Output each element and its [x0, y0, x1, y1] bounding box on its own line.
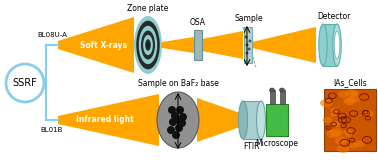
Polygon shape	[162, 37, 194, 53]
Ellipse shape	[145, 39, 151, 51]
Bar	[194, 30, 202, 60]
Bar	[244, 27, 252, 63]
Ellipse shape	[245, 36, 248, 38]
Ellipse shape	[338, 91, 349, 98]
Polygon shape	[58, 94, 159, 146]
Bar	[270, 90, 274, 104]
Circle shape	[179, 113, 187, 121]
Ellipse shape	[245, 44, 248, 46]
Text: Infrared light: Infrared light	[76, 116, 134, 125]
Text: Sample on BaF₂ base: Sample on BaF₂ base	[138, 79, 218, 88]
Ellipse shape	[333, 121, 343, 127]
Ellipse shape	[239, 101, 248, 139]
Bar	[266, 104, 288, 136]
Bar	[279, 90, 285, 104]
Text: Zone plate: Zone plate	[127, 4, 169, 13]
Ellipse shape	[326, 130, 340, 138]
Ellipse shape	[139, 26, 157, 64]
Ellipse shape	[331, 108, 339, 113]
Ellipse shape	[257, 101, 265, 139]
Circle shape	[169, 118, 177, 126]
Ellipse shape	[345, 97, 354, 103]
Text: Microscope: Microscope	[256, 139, 299, 148]
Ellipse shape	[349, 143, 358, 149]
Ellipse shape	[319, 24, 327, 66]
Ellipse shape	[345, 89, 358, 97]
Ellipse shape	[335, 137, 347, 145]
Polygon shape	[197, 98, 243, 142]
Circle shape	[167, 126, 175, 134]
Text: Soft X-rays: Soft X-rays	[80, 40, 127, 50]
Circle shape	[174, 116, 182, 124]
Ellipse shape	[330, 113, 337, 117]
Ellipse shape	[333, 24, 341, 66]
Text: FTIR: FTIR	[244, 142, 260, 151]
Text: BL08U-A: BL08U-A	[37, 32, 67, 38]
Bar	[324, 89, 376, 151]
Ellipse shape	[363, 111, 373, 117]
Ellipse shape	[355, 141, 366, 147]
Ellipse shape	[322, 117, 333, 123]
Ellipse shape	[270, 88, 274, 92]
Ellipse shape	[330, 128, 343, 136]
Text: Sample: Sample	[235, 14, 263, 23]
Text: IAs_Cells: IAs_Cells	[333, 78, 367, 87]
Ellipse shape	[345, 133, 352, 137]
Circle shape	[176, 106, 184, 114]
Ellipse shape	[344, 98, 355, 105]
Ellipse shape	[343, 129, 352, 135]
Text: BL01B: BL01B	[41, 127, 63, 133]
Bar	[243, 101, 261, 139]
Text: Detector: Detector	[317, 12, 351, 21]
Ellipse shape	[134, 16, 162, 74]
Ellipse shape	[147, 42, 149, 48]
Ellipse shape	[279, 88, 285, 92]
Bar	[323, 24, 337, 66]
Circle shape	[172, 131, 180, 139]
Ellipse shape	[143, 35, 153, 55]
Ellipse shape	[136, 21, 160, 69]
Circle shape	[168, 106, 176, 114]
Ellipse shape	[141, 30, 155, 59]
Text: OSA: OSA	[190, 18, 206, 27]
Circle shape	[171, 112, 179, 120]
Ellipse shape	[157, 92, 199, 148]
Polygon shape	[252, 27, 316, 63]
Ellipse shape	[245, 52, 248, 54]
Ellipse shape	[334, 31, 340, 59]
Ellipse shape	[248, 47, 251, 51]
Circle shape	[178, 119, 186, 127]
Polygon shape	[202, 31, 243, 59]
Ellipse shape	[248, 39, 251, 43]
Ellipse shape	[320, 99, 333, 107]
Circle shape	[175, 124, 183, 132]
Polygon shape	[58, 17, 134, 73]
Ellipse shape	[349, 95, 361, 103]
Ellipse shape	[350, 91, 359, 96]
Ellipse shape	[336, 145, 350, 153]
Text: SSRF: SSRF	[12, 78, 37, 88]
